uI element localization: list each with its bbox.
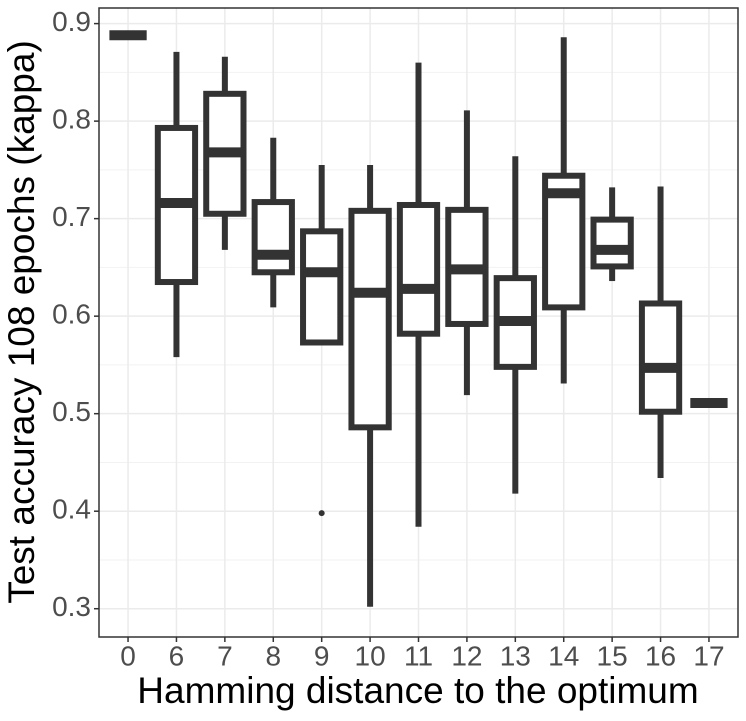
y-tick-label: 0.4 xyxy=(52,494,91,525)
y-tick-label: 0.3 xyxy=(52,591,91,622)
panel-border xyxy=(98,7,739,638)
x-tick-label: 10 xyxy=(355,640,386,671)
y-axis-title: Test accuracy 108 epochs (kappa) xyxy=(1,40,42,604)
x-tick-label: 9 xyxy=(314,640,330,671)
x-tick-label: 0 xyxy=(120,640,136,671)
x-tick-label: 17 xyxy=(693,640,724,671)
box xyxy=(348,207,392,431)
x-tick-label: 8 xyxy=(265,640,281,671)
y-tick-label: 0.6 xyxy=(52,299,91,330)
x-tick-label: 12 xyxy=(451,640,482,671)
box xyxy=(300,228,344,346)
x-tick-label: 14 xyxy=(548,640,579,671)
y-tick-label: 0.9 xyxy=(52,6,91,37)
box xyxy=(638,300,683,415)
x-tick-label: 13 xyxy=(500,640,531,671)
x-tick-label: 16 xyxy=(645,640,676,671)
box xyxy=(590,216,634,270)
y-tick-label: 0.7 xyxy=(52,201,91,232)
y-tick-label: 0.5 xyxy=(52,396,91,427)
x-tick-label: 11 xyxy=(404,640,433,671)
x-tick-label: 15 xyxy=(597,640,628,671)
x-tick-label: 6 xyxy=(169,640,185,671)
box xyxy=(251,199,295,276)
x-tick-label: 7 xyxy=(217,640,233,671)
y-tick-label: 0.8 xyxy=(52,104,91,135)
box xyxy=(396,201,441,337)
outlier xyxy=(318,510,325,517)
x-axis-title: Hamming distance to the optimum xyxy=(137,670,698,711)
